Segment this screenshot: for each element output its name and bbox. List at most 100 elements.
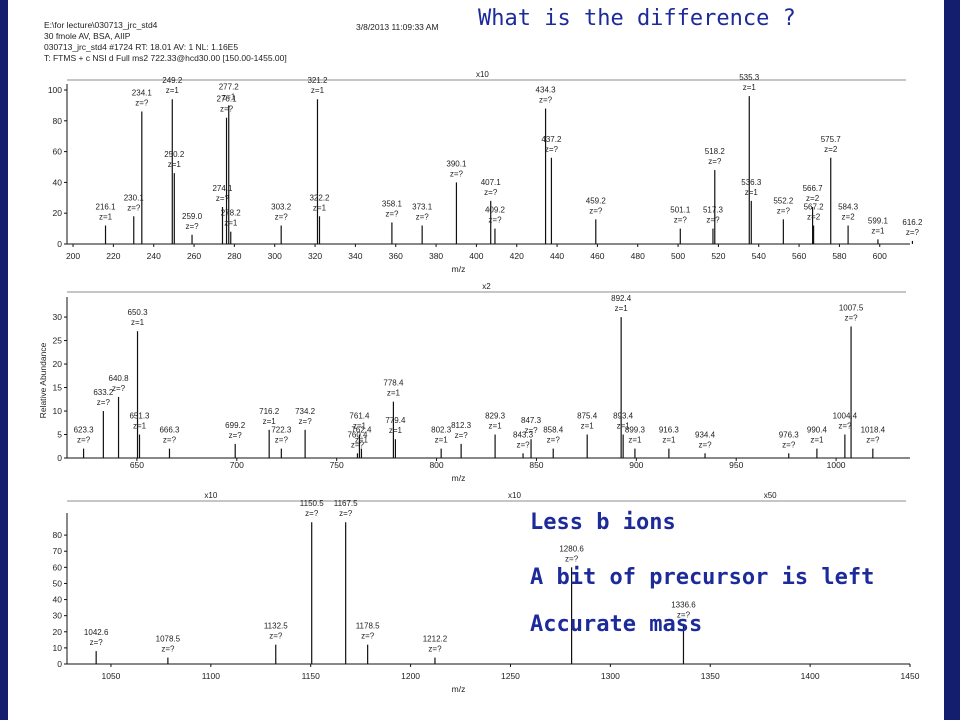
panel-3-peak-mz-label: 1078.5: [156, 635, 181, 644]
panel-1-y-tick-label: 40: [53, 177, 63, 187]
panel-3-peak-mz-label: 1336.6: [671, 601, 696, 610]
panel-2-peak-charge-label: z=?: [97, 398, 111, 407]
panel-2-y-tick-label: 30: [53, 312, 63, 322]
panel-1-x-tick-label: 360: [389, 251, 403, 261]
panel-1-peak-charge-label: z=?: [416, 213, 430, 222]
panel-1-peak-charge-label: z=?: [450, 169, 464, 178]
panel-2-peak-charge-label: z=?: [845, 313, 859, 322]
panel-2-peak-charge-label: z=?: [275, 436, 289, 445]
panel-1-peak-mz-label: 322.2: [309, 193, 330, 202]
panel-1-peak-charge-label: z=?: [220, 105, 234, 114]
panel-1-peak-mz-label: 535.3: [739, 73, 760, 82]
panel-1-peak-mz-label: 216.1: [96, 203, 117, 212]
panel-1-peak-mz-label: 276.1: [217, 95, 238, 104]
panel-2-peak-charge-label: z=1: [353, 422, 367, 431]
panel-1-peak-charge-label: z=1: [313, 203, 327, 212]
panel-3-peak-mz-label: 1178.5: [356, 622, 380, 631]
panel-2-x-tick-label: 700: [230, 460, 244, 470]
raw-file-path: E:\for lecture\030713_jrc_std4: [44, 20, 158, 30]
panel-1-peak-charge-label: z=2: [807, 213, 821, 222]
panel-2-y-tick-label: 5: [57, 430, 62, 440]
panel-2-peak-charge-label: z=?: [524, 426, 538, 435]
panel-2-peak-mz-label: 802.3: [431, 426, 452, 435]
panel-2-peak-mz-label: 640.8: [109, 374, 130, 383]
panel-2-peak-charge-label: z=?: [77, 436, 91, 445]
panel-3-y-tick-label: 50: [53, 578, 63, 588]
panel-3-y-tick-label: 30: [53, 611, 63, 621]
note-precursor-left: A bit of precursor is left: [530, 565, 875, 590]
panel-1-x-tick-label: 420: [510, 251, 524, 261]
panel-1-peak-mz-label: 250.2: [164, 150, 185, 159]
panel-1-x-tick-label: 400: [469, 251, 483, 261]
panel-2-peak-mz-label: 778.4: [383, 379, 404, 388]
panel-3-y-tick-label: 0: [57, 659, 62, 669]
panel-2-peak-mz-label: 812.3: [451, 421, 472, 430]
panel-2-peak-mz-label: 893.4: [613, 412, 634, 421]
panel-1-peak-mz-label: 390.1: [446, 159, 467, 168]
panel-2-peak-mz-label: 722.3: [271, 426, 292, 435]
panel-1-peak-mz-label: 278.2: [221, 209, 242, 218]
panel-3-x-tick-label: 1050: [101, 671, 120, 681]
panel-1-peak-mz-label: 321.2: [307, 76, 328, 85]
panel-1-peak-charge-label: z=1: [311, 86, 325, 95]
panel-1-peak-mz-label: 616.2: [902, 218, 923, 227]
note-accurate-mass: Accurate mass: [530, 612, 703, 637]
panel-1-x-tick-label: 540: [752, 251, 766, 261]
panel-1-peak-charge-label: z=?: [708, 157, 722, 166]
panel-3-peak-mz-label: 1167.5: [334, 499, 358, 508]
panel-1-peak-charge-label: z=1: [168, 160, 182, 169]
panel-2-y-tick-label: 10: [53, 406, 63, 416]
panel-2-peak-mz-label: 761.4: [349, 412, 370, 421]
panel-1-zoom-label: x10: [476, 70, 489, 79]
panel-1-x-tick-label: 260: [187, 251, 201, 261]
panel-1-peak-mz-label: 459.2: [586, 196, 607, 205]
panel-1-peak-charge-label: z=?: [589, 206, 603, 215]
panel-2-peak-mz-label: 858.4: [543, 426, 564, 435]
panel-1-x-tick-label: 240: [147, 251, 161, 261]
panel-3-peak-charge-label: z=?: [428, 645, 442, 654]
scan-info: 030713_jrc_std4 #1724 RT: 18.01 AV: 1 NL…: [44, 42, 239, 52]
panel-1-peak-mz-label: 274.1: [212, 184, 233, 193]
panel-1-peak-mz-label: 277.2: [219, 82, 240, 91]
panel-3-peak-charge-label: z=?: [269, 632, 283, 641]
panel-1-peak-charge-label: z=?: [706, 216, 720, 225]
panel-1-peak-mz-label: 373.1: [412, 203, 433, 212]
panel-2-peak-charge-label: z=1: [662, 436, 676, 445]
panel-2-peak-charge-label: z=?: [516, 440, 530, 449]
panel-2-x-tick-label: 950: [729, 460, 743, 470]
panel-1-y-tick-label: 60: [53, 147, 63, 157]
panel-1-peak-charge-label: z=?: [216, 194, 230, 203]
panel-1-peak-charge-label: z=1: [222, 92, 236, 101]
panel-1-peak-charge-label: z=?: [674, 216, 688, 225]
panel-2-x-tick-label: 850: [529, 460, 543, 470]
panel-1-peak-charge-label: z=?: [135, 99, 149, 108]
panel-2-y-tick-label: 0: [57, 453, 62, 463]
panel-3-peak-mz-label: 1150.5: [300, 499, 324, 508]
panel-3-peak-charge-label: z=?: [339, 509, 353, 518]
panel-2-peak-charge-label: z=?: [547, 436, 561, 445]
panel-2-peak-charge-label: z=1: [615, 304, 629, 313]
spectrum-printout: E:\for lecture\030713_jrc_std4 30 fmole …: [8, 0, 944, 720]
panel-3-x-tick-label: 1100: [202, 671, 221, 681]
panel-2-peak-charge-label: z=?: [112, 384, 126, 393]
panel-3-peak-mz-label: 1132.5: [264, 622, 288, 631]
panel-2-x-tick-label: 750: [330, 460, 344, 470]
panel-1-peak-charge-label: z=?: [777, 206, 791, 215]
panel-1-x-tick-label: 380: [429, 251, 443, 261]
panel-1-peak-mz-label: 259.0: [182, 212, 203, 221]
panel-1-peak-mz-label: 407.1: [481, 178, 502, 187]
panel-2-peak-charge-label: z=1: [131, 318, 145, 327]
panel-1-peak-charge-label: z=?: [484, 188, 498, 197]
panel-1-peak-mz-label: 249.2: [162, 76, 183, 85]
panel-3-x-tick-label: 1400: [801, 671, 820, 681]
panel-2-peak-mz-label: 623.3: [74, 426, 95, 435]
panel-3-zoom-label: x50: [764, 491, 777, 500]
panel-2-peak-charge-label: z=?: [698, 440, 712, 449]
panel-2-peak-charge-label: z=1: [810, 436, 824, 445]
panel-1-peak-mz-label: 230.1: [124, 193, 145, 202]
panel-2-peak-charge-label: z=1: [263, 417, 277, 426]
panel-1-peak-charge-label: z=1: [743, 83, 757, 92]
panel-1-peak-charge-label: z=?: [127, 203, 141, 212]
panel-1-x-tick-label: 220: [106, 251, 120, 261]
